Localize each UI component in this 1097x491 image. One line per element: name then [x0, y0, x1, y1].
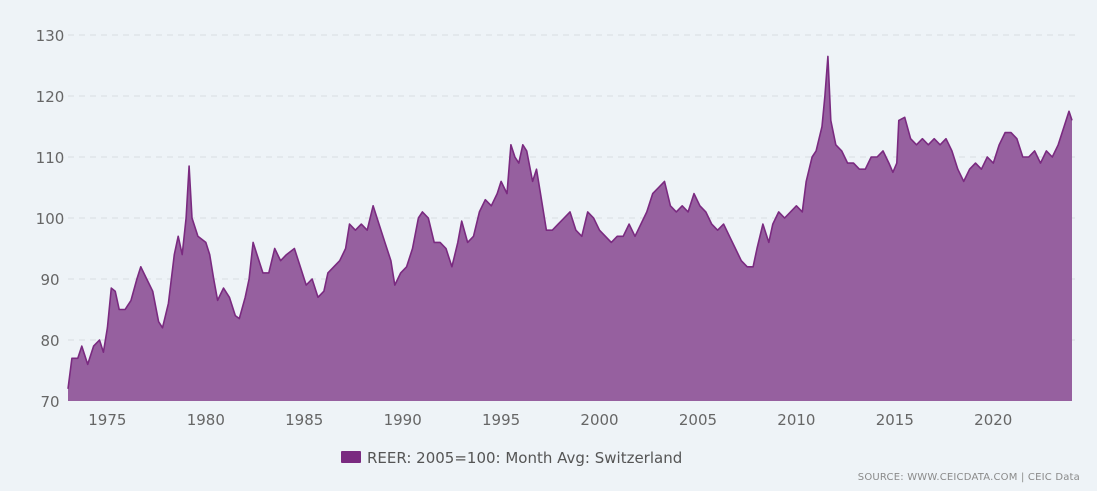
series-area-fill[interactable]	[68, 56, 1072, 402]
x-tick-label-2005: 2005	[679, 411, 717, 429]
legend-swatch[interactable]	[341, 451, 361, 463]
x-axis: 1975 1980 1985 1990 1995 2000 2005 2010 2015 2020	[88, 411, 1012, 429]
x-tick-label-1990: 1990	[384, 411, 422, 429]
y-tick-label-120: 120	[36, 88, 65, 106]
x-tick-label-1980: 1980	[187, 411, 225, 429]
y-tick-label-90: 90	[40, 271, 59, 289]
y-tick-label-70: 70	[40, 393, 59, 411]
legend[interactable]: REER: 2005=100: Month Avg: Switzerland	[341, 449, 682, 467]
y-tick-label-100: 100	[36, 210, 65, 228]
series-line[interactable]	[67, 55, 1073, 389]
legend-label[interactable]: REER: 2005=100: Month Avg: Switzerland	[367, 449, 682, 467]
y-axis: 70 80 90 100 110 120 130	[36, 27, 65, 411]
x-tick-label-1995: 1995	[482, 411, 520, 429]
x-tick-label-2015: 2015	[876, 411, 914, 429]
y-tick-label-110: 110	[36, 149, 65, 167]
x-tick-label-2020: 2020	[974, 411, 1012, 429]
source-credit: SOURCE: WWW.CEICDATA.COM | CEIC Data	[858, 472, 1080, 483]
y-tick-label-80: 80	[40, 332, 59, 350]
area-layer	[67, 55, 1073, 402]
y-tick-label-130: 130	[36, 27, 65, 45]
x-tick-label-1975: 1975	[88, 411, 126, 429]
x-tick-label-1985: 1985	[285, 411, 323, 429]
x-tick-label-2000: 2000	[580, 411, 618, 429]
x-tick-label-2010: 2010	[777, 411, 815, 429]
